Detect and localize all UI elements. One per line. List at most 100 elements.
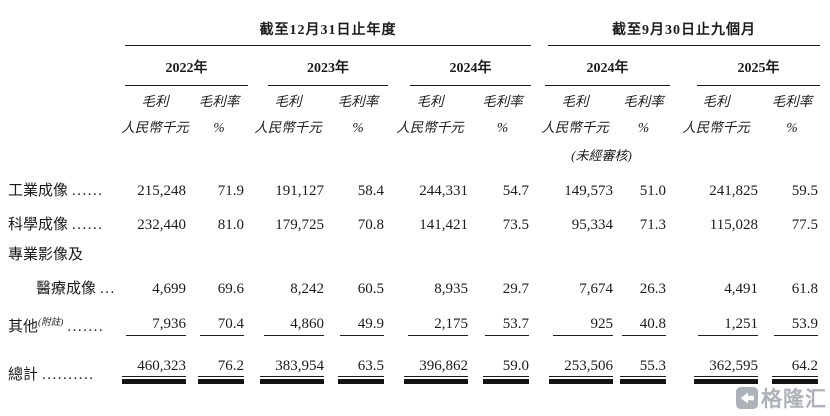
cell-value: 8,242 [290, 281, 324, 297]
cell-value: 26.3 [639, 281, 666, 297]
col-header-gm-9m2024: 毛利率 [623, 94, 664, 109]
cell-value: 2,175 [408, 316, 468, 336]
watermark-logo-icon [736, 387, 758, 409]
unit-gp-9m2025: 人民幣千元 [682, 120, 750, 135]
cell-value: 141,421 [419, 217, 468, 233]
period-group-header-row: 截至12月31日止年度 截至9月30日止九個月 [8, 6, 822, 46]
corner-blank [8, 6, 120, 46]
unit-gm-9m2024: % [637, 120, 650, 135]
measure-header-row: 毛利 毛利率 毛利 毛利率 毛利 毛利率 毛利 毛利率 毛利 毛利率 [8, 86, 822, 114]
cell-value: 76.2 [198, 358, 244, 377]
footnote-marker: (附註) [38, 318, 64, 328]
double-rule [198, 379, 244, 384]
dot-leader: .......... [42, 367, 95, 383]
cell-value: 191,127 [275, 183, 324, 199]
col-header-gm-2023: 毛利率 [337, 94, 379, 109]
year-header-2024: 2024年 [388, 46, 533, 86]
cell-value: 1,251 [698, 316, 758, 336]
double-rule [404, 379, 468, 384]
cell-value: 253,506 [549, 358, 613, 377]
table-row-scientific-imaging: 科學成像...... 232,440 81.0 179,725 70.8 141… [8, 206, 822, 240]
cell-value: 71.3 [639, 217, 666, 233]
cell-value: 58.4 [357, 183, 384, 199]
cell-value: 71.9 [217, 183, 244, 199]
col-header-gp-2022: 毛利 [141, 94, 169, 109]
cell-value: 4,860 [264, 316, 324, 336]
unit-header-row: 人民幣千元 % 人民幣千元 % 人民幣千元 % 人民幣千元 % 人民幣千元 % [8, 114, 822, 142]
table-row-medical-imaging: 醫療成像... 4,699 69.6 8,242 60.5 8,935 29.7… [8, 270, 822, 304]
cell-value: 215,248 [137, 183, 186, 199]
unit-gp-2024: 人民幣千元 [396, 120, 464, 135]
cell-value: 460,323 [122, 358, 186, 377]
row-label: 醫療成像... [36, 281, 116, 297]
cell-value: 53.9 [774, 316, 818, 336]
row-label: 其他(附註)....... [8, 318, 105, 335]
annual-period-label: 截至12月31日止年度 [259, 23, 397, 38]
nine-month-period-header: 截至9月30日止九個月 [533, 6, 822, 46]
year-header-9m-2024: 2024年 [533, 46, 670, 86]
unit-gp-2022: 人民幣千元 [121, 120, 189, 135]
cell-value: 55.3 [620, 358, 666, 377]
cell-value: 241,825 [709, 183, 758, 199]
year-header-9m-2025: 2025年 [670, 46, 822, 86]
row-label: 工業成像...... [8, 183, 104, 199]
cell-value: 4,699 [152, 281, 186, 297]
row-label: 總計.......... [8, 367, 95, 383]
cell-value: 70.8 [357, 217, 384, 233]
cell-value: 232,440 [137, 217, 186, 233]
cell-value: 29.7 [502, 281, 529, 297]
nine-month-period-label: 截至9月30日止九個月 [612, 23, 756, 38]
table-row-industrial-imaging: 工業成像...... 215,248 71.9 191,127 58.4 244… [8, 172, 822, 206]
col-header-gm-2022: 毛利率 [198, 94, 240, 109]
row-label: 專業影像及 [8, 247, 84, 263]
cell-value: 115,028 [709, 217, 758, 233]
cell-value: 4,491 [724, 281, 758, 297]
double-rule [772, 379, 818, 384]
table-row-others: 其他(附註)....... 7,936 70.4 4,860 49.9 2,17… [8, 304, 822, 342]
unaudited-note: (未經審核) [571, 148, 632, 163]
unit-gm-2024: % [496, 120, 509, 135]
cell-value: 61.8 [791, 281, 818, 297]
cell-value: 60.5 [357, 281, 384, 297]
double-rule [483, 379, 529, 384]
cell-value: 362,595 [694, 358, 758, 377]
col-header-gm-2024: 毛利率 [482, 94, 523, 109]
cell-value: 95,334 [571, 217, 613, 233]
double-rule [620, 379, 666, 384]
year-header-2022: 2022年 [120, 46, 248, 86]
col-header-gp-2024: 毛利 [416, 94, 444, 109]
annual-period-header: 截至12月31日止年度 [120, 6, 533, 46]
year-header-row: 2022年 2023年 2024年 2024年 2025年 [8, 46, 822, 86]
col-header-gm-9m2025: 毛利率 [771, 94, 813, 109]
unit-gp-2023: 人民幣千元 [254, 120, 322, 135]
dot-leader: ... [100, 281, 116, 297]
cell-value: 77.5 [791, 217, 818, 233]
unit-gp-9m2024: 人民幣千元 [541, 120, 609, 135]
col-header-gp-2023: 毛利 [274, 94, 302, 109]
cell-value: 54.7 [502, 183, 529, 199]
double-rule [122, 379, 186, 384]
unit-gm-2022: % [213, 120, 225, 135]
dot-leader: ...... [72, 183, 104, 199]
unit-gm-2023: % [352, 120, 364, 135]
unaudited-note-row: (未經審核) [8, 142, 822, 172]
double-rule [694, 379, 758, 384]
cell-value: 69.6 [217, 281, 244, 297]
double-rule [549, 379, 613, 384]
table-row-professional-imaging: 專業影像及 [8, 240, 822, 270]
cell-value: 8,935 [434, 281, 468, 297]
cell-value: 383,954 [260, 358, 324, 377]
cell-value: 7,936 [126, 316, 186, 336]
unit-gm-9m2025: % [786, 120, 798, 135]
cell-value: 64.2 [772, 358, 818, 377]
cell-value: 81.0 [217, 217, 244, 233]
cell-value: 59.5 [791, 183, 818, 199]
gross-profit-table: 截至12月31日止年度 截至9月30日止九個月 2022年 2023年 2024… [8, 6, 822, 390]
cell-value: 73.5 [502, 217, 529, 233]
cell-value: 149,573 [564, 183, 613, 199]
year-header-2023: 2023年 [248, 46, 388, 86]
cell-value: 63.5 [338, 358, 384, 377]
cell-value: 244,331 [419, 183, 468, 199]
cell-value: 70.4 [200, 316, 244, 336]
